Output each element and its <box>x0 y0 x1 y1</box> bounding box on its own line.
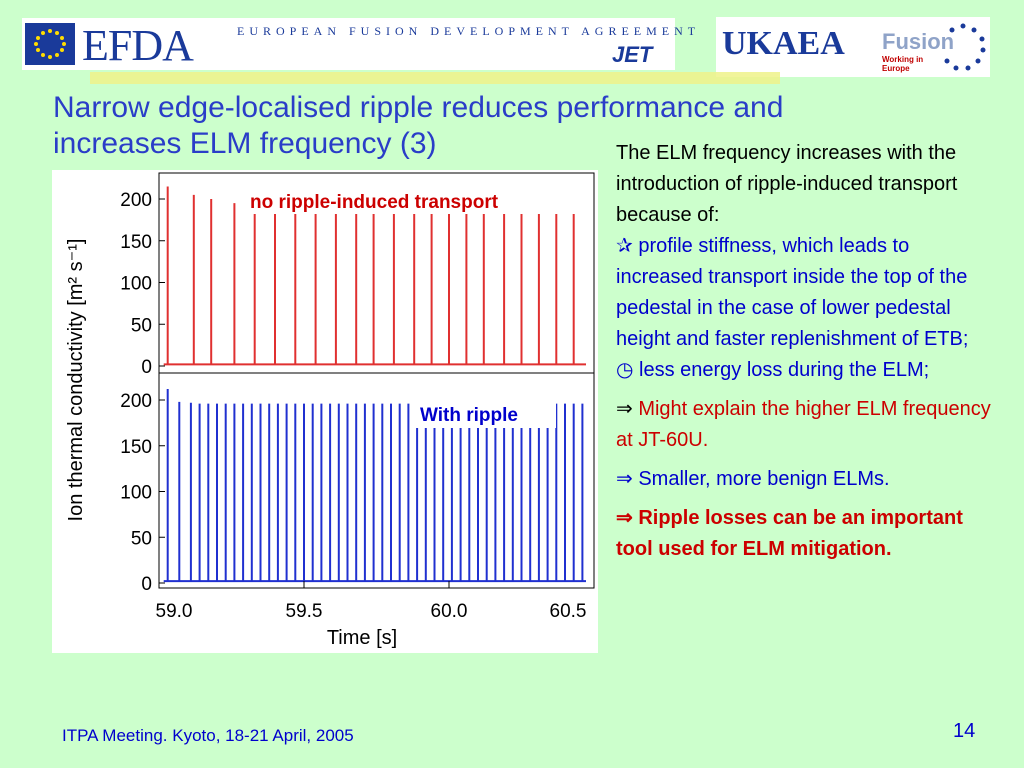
series-top <box>163 186 586 366</box>
y-tick-label: 150 <box>120 232 152 253</box>
arrow-icon: ⇒ <box>616 468 633 490</box>
y-tick-label: 0 <box>141 357 152 378</box>
x-tick-label: 60.5 <box>550 601 587 622</box>
clock-bullet-icon: ◷ <box>616 359 634 381</box>
slide-title: Narrow edge-localised ripple reduces per… <box>53 91 784 160</box>
arrow-icon: ⇒ <box>616 507 633 529</box>
eu-stars-icon <box>944 23 986 71</box>
point-mitigation: ⇒ Ripple losses can be an important tool… <box>616 503 1001 565</box>
y-tick-label: 0 <box>141 574 152 595</box>
bullet-energy-text: less energy loss during the ELM; <box>639 359 930 381</box>
x-tick-label: 60.0 <box>431 601 468 622</box>
point-jt60u: ⇒ Might explain the higher ELM frequency… <box>616 394 1001 456</box>
point-benign: ⇒ Smaller, more benign ELMs. <box>616 464 1001 495</box>
ukaea-logo: UKAEA Fusion Working in Europe <box>716 17 990 77</box>
point-benign-text: Smaller, more benign ELMs. <box>638 468 890 490</box>
chart-panel: 200 150 100 50 0 200 150 100 50 0 59.0 59.5 60.0 60.5… <box>52 170 598 653</box>
x-axis-label: Time [s] <box>327 627 397 649</box>
annotation-top: no ripple-induced transport <box>250 192 499 213</box>
bullet-stiffness: ✰ profile stiffness, which leads to incr… <box>616 231 1001 355</box>
y-axis-label: Ion thermal conductivity [m² s⁻¹] <box>65 239 87 522</box>
x-tick-label: 59.5 <box>286 601 323 622</box>
y-tick-label: 200 <box>120 391 152 412</box>
series-bottom <box>163 389 586 583</box>
point-jt60u-text: Might explain the higher ELM frequency a… <box>616 398 991 451</box>
point-mitigation-text: Ripple losses can be an important tool u… <box>616 507 963 560</box>
y-tick-label: 150 <box>120 437 152 458</box>
jet-wordmark: JET <box>612 42 653 67</box>
page-number: 14 <box>953 720 976 742</box>
text-panel: The ELM frequency increases with the int… <box>616 138 1001 565</box>
efda-wordmark: EFDA <box>82 21 194 70</box>
ukaea-wordmark: UKAEA <box>722 25 845 62</box>
intro-text: The ELM frequency increases with the int… <box>616 142 958 226</box>
bullet-stiffness-text: profile stiffness, which leads to increa… <box>616 235 969 350</box>
eu-flag-icon <box>25 23 75 65</box>
efda-subtitle: EUROPEAN FUSION DEVELOPMENT AGREEMENT <box>237 24 701 38</box>
highlighter-stroke <box>90 72 780 84</box>
efda-logo: EFDA EUROPEAN FUSION DEVELOPMENT AGREEME… <box>22 18 695 70</box>
annotation-top-bg <box>242 184 584 214</box>
fusion-wordmark: Fusion <box>882 29 955 54</box>
bullet-energy: ◷ less energy loss during the ELM; <box>616 355 1001 386</box>
arrow-icon: ⇒ <box>616 398 633 420</box>
annotation-bottom: With ripple <box>420 405 518 426</box>
working-in-europe-tagline: Working in Europe <box>882 55 924 73</box>
annotation-bottom-bg <box>410 398 556 428</box>
star-bullet-icon: ✰ <box>616 235 633 257</box>
y-tick-label: 50 <box>131 315 152 336</box>
y-tick-label: 200 <box>120 190 152 211</box>
plot-frame-bottom <box>158 372 595 589</box>
y-tick-label: 100 <box>120 274 152 295</box>
footer-meeting: ITPA Meeting. Kyoto, 18-21 April, 2005 <box>62 726 354 745</box>
y-tick-label: 50 <box>131 528 152 549</box>
x-tick-label: 59.0 <box>156 601 193 622</box>
y-tick-label: 100 <box>120 483 152 504</box>
